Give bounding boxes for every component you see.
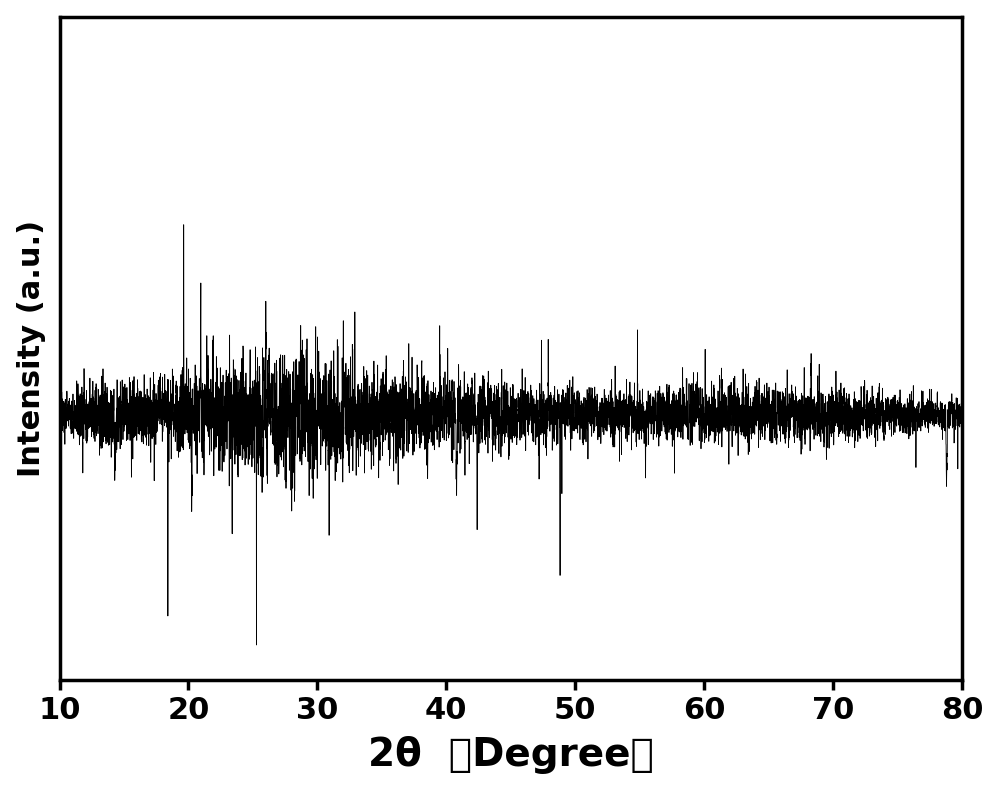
X-axis label: 2θ  （Degree）: 2θ （Degree） xyxy=(368,736,654,774)
Y-axis label: Intensity (a.u.): Intensity (a.u.) xyxy=(17,220,46,477)
